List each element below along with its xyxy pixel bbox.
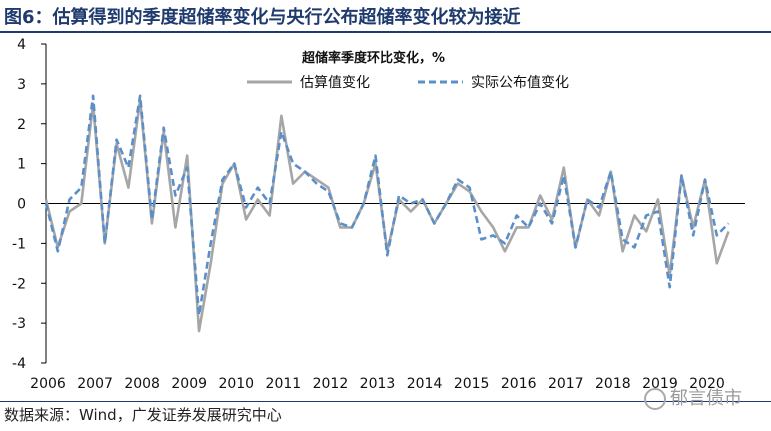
y-tick-label: -3 (12, 316, 26, 332)
axes: -4 -3 -2 -1 0 1 2 3 4 2006 2007 2008 2009 2010 2011 201… (12, 37, 745, 392)
x-tick-label: 2013 (360, 376, 396, 392)
title-rule (0, 31, 771, 33)
y-tick-label: 0 (17, 197, 26, 213)
x-tick-label: 2009 (171, 376, 207, 392)
chart-title: 超储率季度环比变化，% (302, 50, 445, 66)
legend-label-actual: 实际公布值变化 (471, 75, 569, 91)
legend: 超储率季度环比变化，% 估算值变化 实际公布值变化 (247, 50, 569, 91)
x-tick-label: 2018 (595, 376, 631, 392)
y-tick-label: 3 (17, 77, 26, 93)
x-tick-label: 2016 (501, 376, 537, 392)
footer-rule (0, 401, 771, 402)
watermark: 郁言债市 (644, 384, 742, 410)
legend-label-estimated: 估算值变化 (300, 75, 370, 91)
series-line-actual (44, 94, 730, 317)
wechat-icon (644, 388, 666, 410)
y-tick-label: -2 (12, 276, 26, 292)
x-tick-label: 2012 (313, 376, 349, 392)
watermark-text: 郁言债市 (670, 388, 742, 409)
x-tick-label: 2007 (77, 376, 113, 392)
x-tick-label: 2006 (30, 376, 66, 392)
x-tick-label: 2011 (266, 376, 302, 392)
line-chart: -4 -3 -2 -1 0 1 2 3 4 2006 2007 2008 2009 2010 2011 201… (12, 37, 745, 392)
y-tick-label: 2 (17, 117, 26, 133)
y-tick-label: 1 (17, 157, 26, 173)
series-line-estimated (44, 98, 730, 333)
source-note: 数据来源：Wind，广发证券发展研究中心 (4, 406, 282, 424)
x-tick-label: 2010 (218, 376, 254, 392)
series-lines (44, 94, 730, 333)
x-tick-label: 2017 (548, 376, 584, 392)
x-tick-label: 2015 (454, 376, 490, 392)
x-tick-label: 2008 (124, 376, 160, 392)
y-tick-label: -4 (12, 356, 26, 372)
y-tick-label: 4 (17, 37, 26, 53)
x-tick-label: 2020 (689, 376, 725, 392)
figure-title: 图6：估算得到的季度超储率变化与央行公布超储率变化较为接近 (4, 7, 521, 28)
y-tick-label: -1 (12, 236, 26, 252)
x-tick-label: 2014 (407, 376, 443, 392)
